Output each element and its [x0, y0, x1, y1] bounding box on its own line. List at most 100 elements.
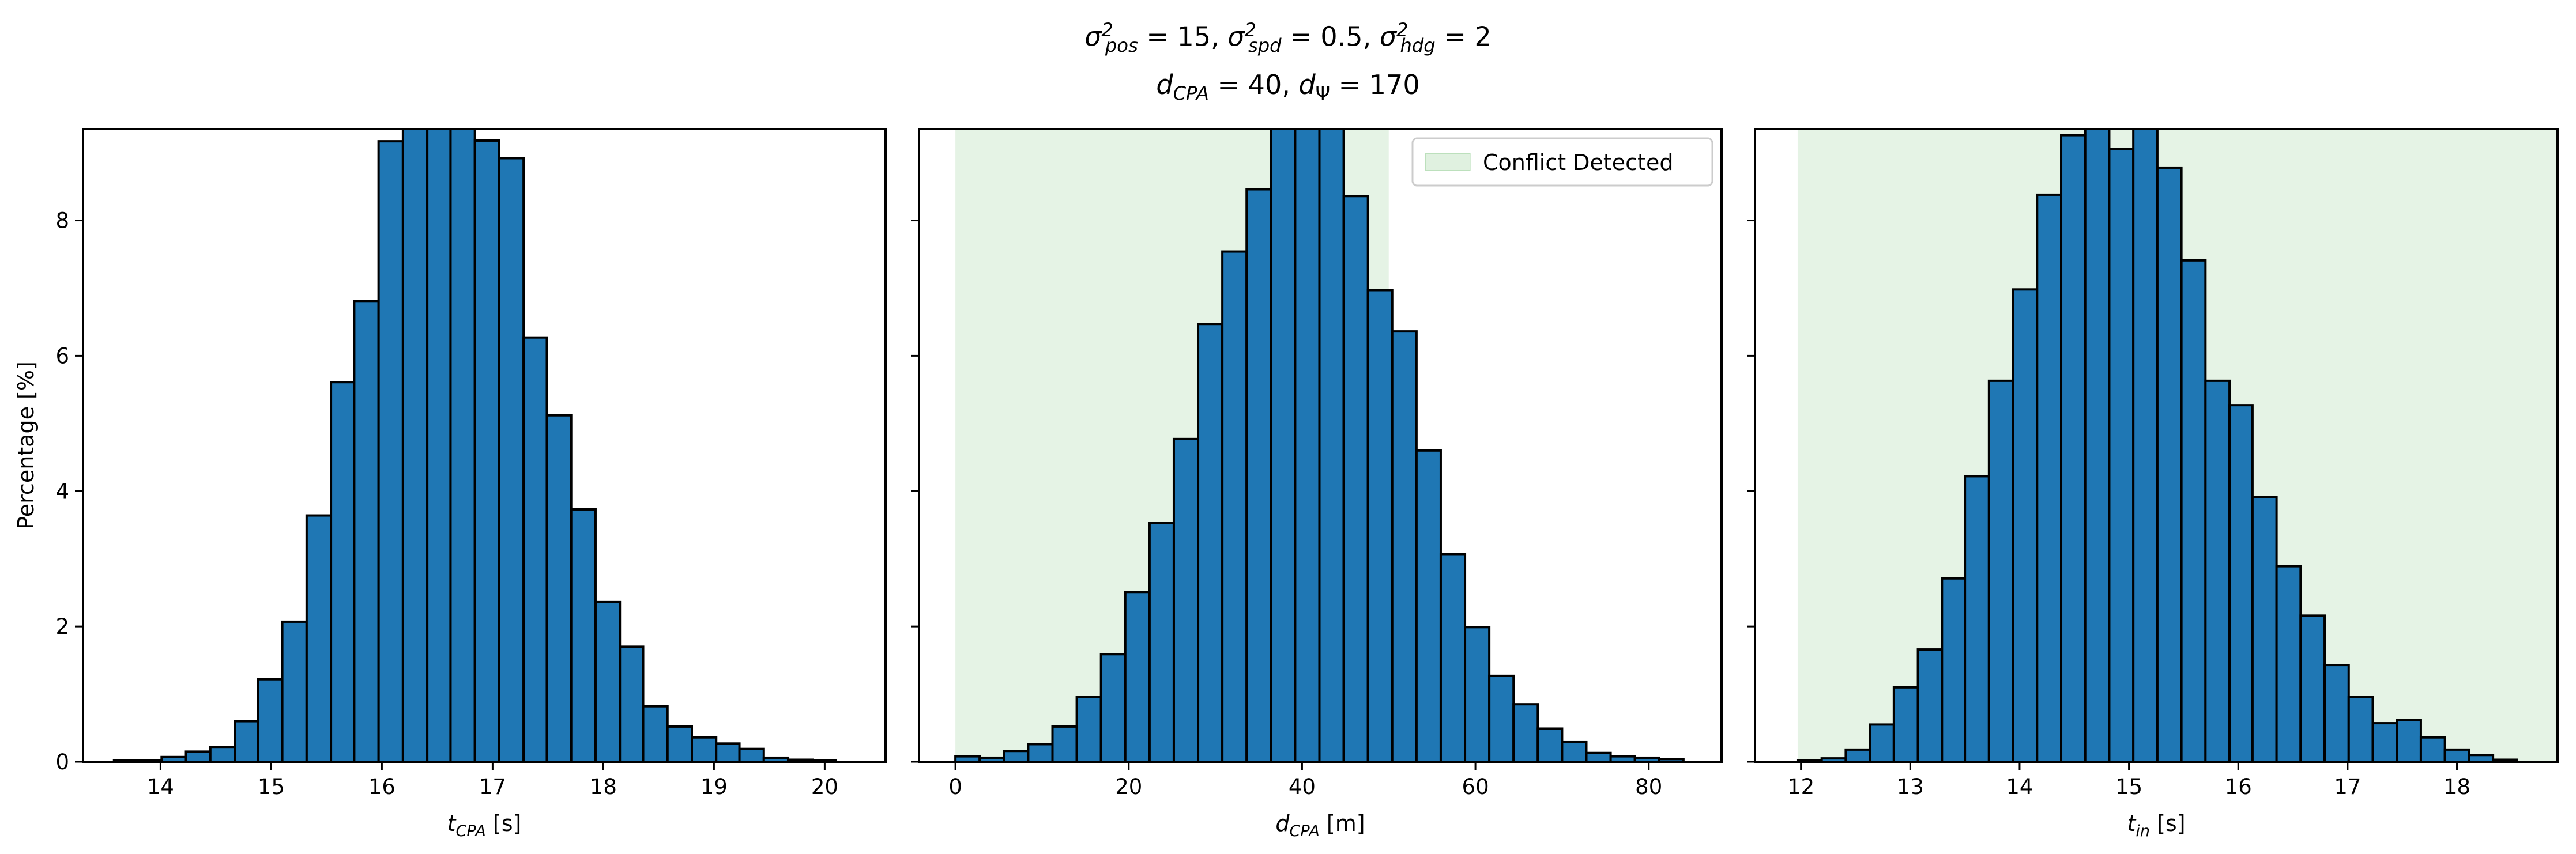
y-tick-label: 6 — [55, 343, 69, 368]
histogram-bar — [1270, 129, 1297, 762]
histogram-bar — [1464, 626, 1491, 762]
x-tick-label: 18 — [590, 774, 617, 799]
histogram-bar — [522, 336, 548, 762]
histogram-bar — [2108, 148, 2135, 762]
figure-title-line-2: dCPA = 40, dΨ = 170 — [1156, 69, 1420, 104]
histogram-bar — [2180, 259, 2207, 762]
legend-box — [1411, 137, 1713, 187]
histogram-bar — [1342, 195, 1369, 762]
y-tick-label: 8 — [55, 209, 69, 233]
histogram-bar — [377, 140, 404, 762]
histogram-bar — [2156, 166, 2183, 762]
x-tick-label: 13 — [1897, 774, 1924, 799]
x-tick-label: 15 — [2115, 774, 2142, 799]
histogram-bar — [2419, 736, 2446, 762]
histogram-bar — [1318, 129, 1345, 762]
histogram-bar — [2396, 719, 2422, 762]
histogram-bar — [234, 720, 259, 762]
histogram-bar — [2371, 722, 2398, 762]
histogram-bar — [1512, 703, 1539, 762]
x-tick-label: 19 — [701, 774, 728, 799]
histogram-bar — [1221, 250, 1248, 762]
histogram-bar — [1439, 553, 1467, 762]
histogram-bar — [1869, 723, 1895, 762]
x-tick-label: 17 — [2334, 774, 2361, 799]
histogram-bar — [691, 736, 718, 762]
histogram-bar — [1197, 323, 1224, 762]
histogram-bar — [473, 139, 500, 762]
histogram-bar — [642, 705, 669, 762]
histogram-bar — [281, 620, 308, 762]
histogram-bar — [1124, 591, 1151, 762]
histogram-bar — [1844, 748, 1871, 762]
histogram-bar — [1585, 751, 1612, 762]
histogram-bar — [1366, 289, 1394, 762]
histogram-bar — [2323, 664, 2350, 762]
histogram-bar — [449, 129, 476, 762]
legend: Conflict Detected — [1411, 137, 1713, 187]
histogram-bar — [353, 300, 380, 762]
histogram-bar — [2275, 565, 2302, 762]
histogram-bar — [1148, 522, 1175, 762]
histogram-bar — [1051, 725, 1078, 762]
histogram-bar — [545, 414, 573, 762]
x-tick-label: 14 — [147, 774, 174, 799]
x-tick-label: 17 — [479, 774, 506, 799]
histogram-bar — [2204, 379, 2231, 762]
histogram-bar — [1916, 648, 1944, 762]
histogram-bar — [1987, 379, 2014, 762]
histogram-bar — [2468, 754, 2495, 762]
chart-panel-2: 0 20 40 60 80 dCPA [m] Conflict Detected — [911, 128, 1723, 840]
plot-area — [954, 129, 1685, 762]
histogram-bar — [1658, 758, 1685, 762]
x-tick-label: 40 — [1289, 774, 1316, 799]
x-axis-label: tin [s] — [2127, 811, 2185, 840]
axes-frame — [918, 128, 1723, 763]
histogram-bar — [1536, 727, 1564, 762]
histogram-bar — [426, 129, 452, 762]
histogram-bar — [401, 129, 429, 762]
histogram-bar — [209, 746, 236, 762]
histogram-bar — [305, 514, 333, 762]
x-tick-label: 16 — [368, 774, 396, 799]
histogram-bar — [594, 600, 622, 762]
x-tick-label: 20 — [1115, 774, 1142, 799]
legend-label: Conflict Detected — [1483, 150, 1673, 175]
histogram-bar — [1941, 577, 1967, 762]
histogram-bar — [1561, 740, 1588, 762]
histogram-bar — [1964, 475, 1990, 762]
histogram-bar — [2299, 614, 2326, 762]
histogram-bar — [1099, 653, 1127, 762]
histogram-bar — [1892, 686, 1919, 762]
x-axis-label: dCPA [m] — [1275, 811, 1365, 840]
histogram-bar — [2132, 129, 2159, 762]
figure-title: σ2pos = 15, σ2spd = 0.5, σ2hdg = 2 dCPA … — [0, 10, 2576, 113]
histogram-bar — [2347, 696, 2374, 762]
histogram-bar — [1391, 330, 1418, 762]
histogram-bar — [570, 508, 597, 762]
histogram-bar — [1003, 750, 1030, 762]
y-tick-label: 2 — [55, 614, 69, 639]
histogram-bar — [1172, 437, 1200, 762]
y-tick-label: 4 — [55, 479, 69, 504]
histogram-bar — [2060, 134, 2087, 762]
histogram-bar — [715, 742, 741, 762]
axes-frame — [1754, 128, 2559, 763]
legend-swatch — [1425, 153, 1471, 171]
x-axis-label: tCPA [s] — [447, 811, 522, 840]
histogram-bar — [1415, 449, 1442, 762]
x-tick-label: 12 — [1787, 774, 1814, 799]
x-tick-label: 0 — [948, 774, 962, 799]
histogram-bar — [1075, 696, 1102, 762]
chart-panel-1: 14 15 16 17 18 19 20 0 2 4 6 8 tCPA [s] Percentage [%… — [13, 128, 887, 840]
figure-title-line-1: σ2pos = 15, σ2spd = 0.5, σ2hdg = 2 — [1084, 19, 1492, 56]
histogram-bar — [2084, 129, 2111, 762]
histogram-bar — [498, 157, 525, 762]
y-axis-label: Percentage [%] — [13, 361, 39, 530]
histogram-bar — [619, 645, 645, 762]
x-tick-label: 16 — [2225, 774, 2252, 799]
histogram-bar — [2251, 496, 2278, 762]
histogram-bar — [1027, 743, 1054, 762]
plot-area — [112, 129, 837, 762]
